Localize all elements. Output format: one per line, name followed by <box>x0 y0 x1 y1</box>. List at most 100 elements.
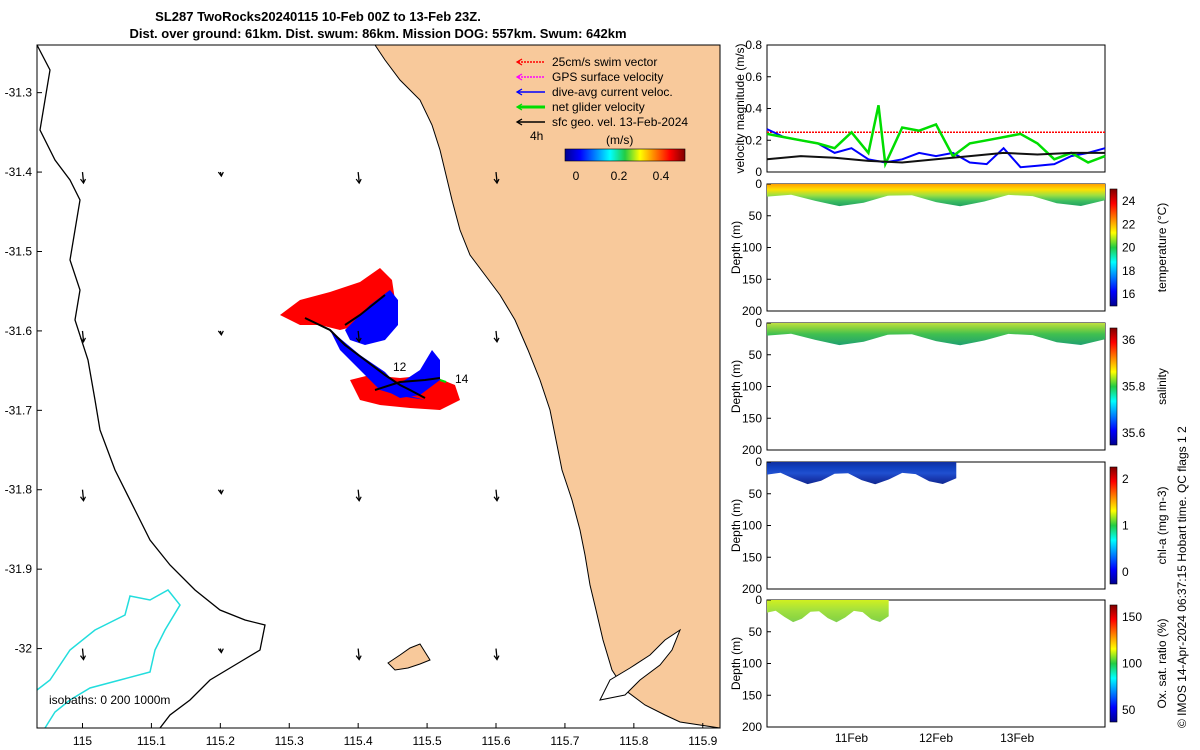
depth-tick: 50 <box>749 209 763 223</box>
map-x-tick-label: 115.8 <box>619 734 648 748</box>
map-y-tick-label: -31.5 <box>5 244 33 258</box>
map-x-tick-label: 115.6 <box>481 734 510 748</box>
profile-colorbar <box>1109 188 1118 307</box>
legend-entry: sfc geo. vel. 13-Feb-2024 <box>552 115 688 129</box>
colorbar-tick-2: 0.4 <box>653 169 670 183</box>
geo-vector-head <box>355 496 362 502</box>
map-x-tick-label: 115.7 <box>550 734 579 748</box>
velocity-y-tick: 0.6 <box>745 70 762 84</box>
colorbar-tick: 0 <box>1122 565 1129 579</box>
chart-title-line1: SL287 TwoRocks20240115 10-Feb 00Z to 13-… <box>155 9 481 24</box>
colorbar-tick: 35.6 <box>1122 426 1146 440</box>
colorbar-tick: 22 <box>1122 217 1136 231</box>
velocity-y-tick: 0.2 <box>745 133 762 147</box>
geo-vector-arrow <box>357 330 360 341</box>
colorbar-tick: 20 <box>1122 241 1136 255</box>
isobath-1000m <box>36 44 266 729</box>
colorbar-tick: 18 <box>1122 264 1136 278</box>
geo-vector-arrow <box>495 172 498 183</box>
profile-colorbar <box>1109 604 1118 723</box>
map-y-tick-label: -31.3 <box>5 86 33 100</box>
map-x-tick-label: 115 <box>73 734 92 748</box>
geo-vector-head <box>217 171 224 178</box>
colorbar-tick: 100 <box>1122 657 1142 671</box>
island <box>387 643 431 671</box>
geo-vector-head <box>217 648 224 654</box>
depth-ylabel: Depth (m) <box>729 221 743 274</box>
geo-vector-head <box>355 337 362 344</box>
geo-vector-head <box>493 655 500 661</box>
time-tick: 13Feb <box>1000 731 1034 745</box>
velocity-series-line <box>766 128 1106 169</box>
chart-title-line2: Dist. over ground: 61km. Dist. swum: 86k… <box>129 26 626 41</box>
colorbar-label: Ox. sat. ratio (%) <box>1155 618 1169 708</box>
legend-arrowhead <box>515 58 523 66</box>
land-mass <box>374 44 721 729</box>
depth-tick: 200 <box>742 304 762 318</box>
map-y-tick-label: -31.8 <box>5 483 33 497</box>
depth-tick: 200 <box>742 443 762 457</box>
footer-copyright: © IMOS 14-Apr-2024 06:37:15 Hobart time.… <box>1175 426 1189 728</box>
geo-vector-arrow <box>219 489 222 493</box>
profile-colorbar <box>1109 466 1118 585</box>
colorbar-unit: (m/s) <box>606 133 633 147</box>
depth-tick: 150 <box>742 411 762 425</box>
map-y-tick-label: -31.7 <box>5 403 33 417</box>
geo-vector-head <box>80 655 87 661</box>
velocity-ylabel: velocity magnitude (m/s) <box>733 43 747 173</box>
profile-data-band <box>767 600 889 623</box>
day-mark-14: 14 <box>455 372 469 386</box>
depth-tick: 50 <box>749 487 763 501</box>
map-y-tick-label: -31.6 <box>5 324 33 338</box>
profile-colorbar <box>1109 327 1118 446</box>
geo-vector-arrow <box>495 330 498 341</box>
isobath-200m <box>36 589 181 729</box>
legend-arrowhead <box>515 73 523 81</box>
colorbar-label: salinity <box>1155 368 1169 405</box>
geo-vector-arrow <box>81 172 85 183</box>
colorbar-tick: 150 <box>1122 610 1142 624</box>
depth-tick: 200 <box>742 720 762 734</box>
geo-vector-arrow <box>219 648 222 652</box>
velocity-series-line <box>766 151 1105 164</box>
estuary <box>599 628 682 701</box>
map-x-tick-label: 115.2 <box>206 734 235 748</box>
geo-vector-head <box>355 178 362 185</box>
colorbar-tick: 36 <box>1122 333 1136 347</box>
geo-vector-arrow <box>495 489 498 500</box>
colorbar-tick: 50 <box>1122 703 1136 717</box>
colorbar-label: chl-a (mg m-3) <box>1155 486 1169 564</box>
depth-tick: 200 <box>742 582 762 596</box>
map-panel: 115 115.1 115.2 115.3 115.4 115.5 115.6 115.7 11… <box>5 44 721 748</box>
depth-tick: 0 <box>755 177 762 191</box>
geo-vector-head <box>493 337 500 344</box>
geo-vector-arrow <box>81 648 85 659</box>
velocity-y-tick: 0.4 <box>745 102 762 116</box>
depth-tick: 0 <box>755 316 762 330</box>
map-x-tick-label: 115.4 <box>344 734 373 748</box>
velocity-y-tick: 0.8 <box>745 38 762 52</box>
colorbar-tick-0: 0 <box>573 169 580 183</box>
profile-panel-2: 0 50 100 150 200 Depth (m) 36 35.8 35.6 salinity <box>729 316 1169 457</box>
legend-time-scale: 4h <box>530 129 543 143</box>
geo-vector-head <box>217 330 224 337</box>
map-y-tick-label: -31.9 <box>5 562 33 576</box>
map-x-tick-label: 115.5 <box>413 734 442 748</box>
profile-data-band <box>767 462 957 485</box>
map-x-tick-label: 115.9 <box>688 734 717 748</box>
geo-vector-arrow <box>357 172 360 183</box>
velocity-y-tick: 0 <box>755 165 762 179</box>
map-x-tick-label: 115.3 <box>275 734 304 748</box>
profile-panel-3: 0 50 100 150 200 Depth (m) 2 1 0 chl-a (mg m-3) <box>729 455 1169 596</box>
geo-vector-head <box>80 496 87 502</box>
depth-tick: 50 <box>749 625 763 639</box>
geo-vector-arrow <box>81 330 85 341</box>
depth-tick: 50 <box>749 348 763 362</box>
colorbar-label: temperature (°C) <box>1155 203 1169 293</box>
depth-tick: 0 <box>755 593 762 607</box>
depth-tick: 100 <box>742 519 762 533</box>
time-tick: 12Feb <box>919 731 953 745</box>
